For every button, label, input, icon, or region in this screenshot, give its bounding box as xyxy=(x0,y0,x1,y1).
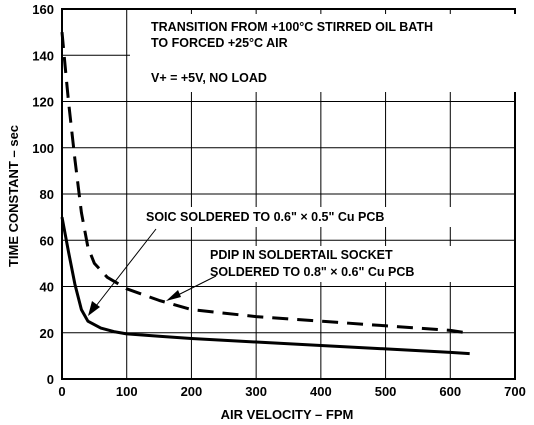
y-tick-label: 160 xyxy=(32,2,54,17)
series-layer xyxy=(60,31,470,356)
x-tick-label: 600 xyxy=(439,384,461,399)
x-tick-label: 500 xyxy=(375,384,397,399)
y-tick-label: 40 xyxy=(40,280,54,295)
x-tick-label: 200 xyxy=(181,384,203,399)
pdip-label-group: PDIP IN SOLDERTAIL SOCKET SOLDERED TO 0.… xyxy=(166,246,486,301)
annotation-title-line2: TO FORCED +25°C AIR xyxy=(151,36,288,50)
y-tick-label: 20 xyxy=(40,326,54,341)
y-tick-label: 100 xyxy=(32,141,54,156)
annotation-title-box: TRANSITION FROM +100°C STIRRED OIL BATH … xyxy=(130,14,526,92)
pdip-label-line2: SOLDERED TO 0.8" × 0.6" Cu PCB xyxy=(210,265,414,279)
y-tick-label: 120 xyxy=(32,95,54,110)
x-tick-label: 100 xyxy=(116,384,138,399)
y-tick-label: 0 xyxy=(47,372,54,387)
y-tick-label: 140 xyxy=(32,48,54,63)
pdip-pointer-arrowhead xyxy=(166,290,181,301)
soic-label-background xyxy=(143,207,483,227)
soic-series-line xyxy=(60,216,470,356)
x-tick-label: 700 xyxy=(504,384,526,399)
y-tick-labels: 0 20 40 60 80 100 120 140 160 xyxy=(32,2,54,387)
x-tick-label: 300 xyxy=(245,384,267,399)
soic-label-group: SOIC SOLDERED TO 0.6" × 0.5" Cu PCB xyxy=(88,207,483,316)
pdip-label-background xyxy=(206,246,486,282)
x-axis-title: AIR VELOCITY – FPM xyxy=(221,407,354,422)
annotation-condition: V+ = +5V, NO LOAD xyxy=(151,71,267,85)
soic-pointer-line xyxy=(95,228,157,307)
x-tick-label: 400 xyxy=(310,384,332,399)
y-axis-title: TIME CONSTANT – sec xyxy=(6,125,21,267)
y-tick-label: 60 xyxy=(40,233,54,248)
soic-label: SOIC SOLDERED TO 0.6" × 0.5" Cu PCB xyxy=(146,210,384,224)
pdip-label-line1: PDIP IN SOLDERTAIL SOCKET xyxy=(210,248,393,262)
annotation-background xyxy=(130,14,526,92)
y-tick-label: 80 xyxy=(40,187,54,202)
pdip-series-line xyxy=(60,31,467,335)
pdip-pointer-line xyxy=(175,275,217,297)
x-tick-labels: 0 100 200 300 400 500 600 700 xyxy=(58,384,525,399)
x-tick-label: 0 xyxy=(58,384,65,399)
soic-pointer-arrowhead xyxy=(88,301,100,316)
plot-frame xyxy=(61,8,516,380)
annotation-title-line1: TRANSITION FROM +100°C STIRRED OIL BATH xyxy=(151,20,433,34)
